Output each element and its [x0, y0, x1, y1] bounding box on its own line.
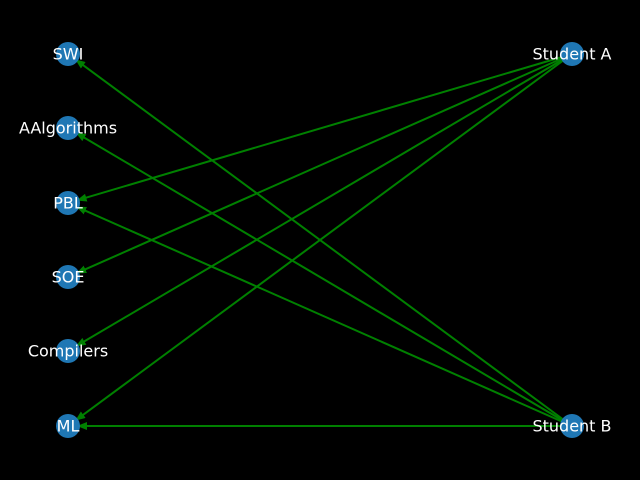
node-pbl: PBL — [53, 191, 83, 215]
edge-student-b-to-aalgorithms — [75, 132, 576, 429]
node-label: Student B — [532, 417, 611, 436]
nodes-layer: SWI AAlgorithms PBL SOE Compilers ML Student A… — [19, 42, 612, 438]
node-soe: SOE — [52, 265, 85, 289]
edge-student-b-to-pbl — [76, 206, 577, 429]
node-label: ML — [57, 417, 80, 436]
node-label: AAlgorithms — [19, 119, 117, 138]
node-aalgorithms: AAlgorithms — [19, 116, 117, 140]
node-student-b: Student B — [532, 414, 612, 438]
node-label: Compilers — [28, 342, 108, 361]
node-circle — [56, 414, 80, 438]
node-swi: SWI — [53, 42, 84, 66]
edge-student-a-to-soe — [76, 51, 577, 274]
node-label: Student A — [532, 45, 611, 64]
edges-layer — [75, 50, 577, 430]
node-circle — [560, 414, 584, 438]
node-label: SWI — [53, 45, 84, 64]
node-student-a: Student A — [532, 42, 612, 66]
node-label: PBL — [53, 194, 83, 213]
node-circle — [56, 265, 80, 289]
edge-student-a-to-ml — [75, 50, 576, 421]
node-label: SOE — [52, 268, 85, 287]
node-circle — [560, 42, 584, 66]
edge-student-b-to-swi — [75, 59, 576, 430]
node-circle — [56, 339, 80, 363]
node-ml: ML — [56, 414, 80, 438]
edge-student-a-to-compilers — [75, 51, 576, 347]
node-circle — [56, 191, 80, 215]
edge-student-a-to-pbl — [76, 51, 577, 202]
node-compilers: Compilers — [28, 339, 108, 363]
node-circle — [56, 116, 80, 140]
node-circle — [56, 42, 80, 66]
